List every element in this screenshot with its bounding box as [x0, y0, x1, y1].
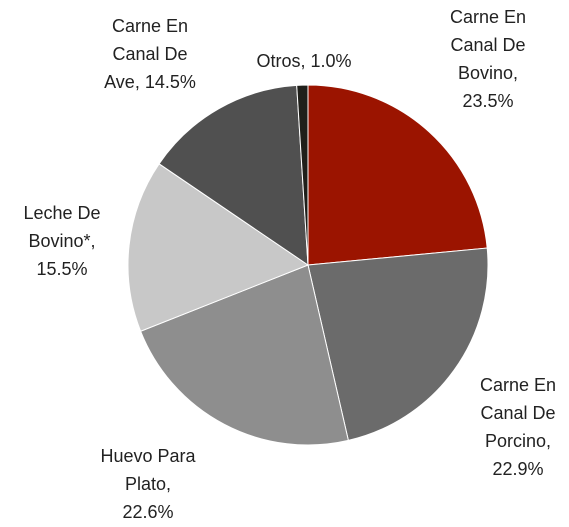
label-line: Bovino*, — [28, 231, 95, 251]
pie-slice — [127, 163, 310, 332]
data-label: Carne En Canal De Porcino, 22.9% — [480, 375, 556, 479]
label-line: 22.6% — [122, 502, 173, 522]
data-label: Leche De Bovino*, 15.5% — [23, 203, 100, 279]
label-line: Huevo Para — [100, 446, 196, 466]
pie-slice — [307, 247, 489, 442]
label-line: Carne En — [112, 16, 188, 36]
label-line: Porcino, — [485, 431, 551, 451]
data-label: Carne En Canal De Ave, 14.5% — [104, 16, 196, 92]
label-line: Canal De — [480, 403, 555, 423]
label-line: Carne En — [480, 375, 556, 395]
label-line: Ave, 14.5% — [104, 72, 196, 92]
label-line: Carne En — [450, 7, 526, 27]
data-label: Huevo Para Plato, 22.6% — [100, 446, 196, 522]
label-line: Bovino, — [458, 63, 518, 83]
data-label: Carne En Canal De Bovino, 23.5% — [450, 7, 526, 111]
pie-slice — [158, 84, 309, 266]
pie-slice — [307, 84, 488, 266]
label-line: Leche De — [23, 203, 100, 223]
label-line: Canal De — [112, 44, 187, 64]
pie-slice — [296, 84, 309, 266]
label-line: Otros, 1.0% — [256, 51, 351, 71]
label-line: Plato, — [125, 474, 171, 494]
pie-slice — [139, 264, 349, 446]
data-label: Otros, 1.0% — [256, 51, 351, 71]
label-line: 22.9% — [492, 459, 543, 479]
label-line: Canal De — [450, 35, 525, 55]
label-line: 15.5% — [36, 259, 87, 279]
label-line: 23.5% — [462, 91, 513, 111]
